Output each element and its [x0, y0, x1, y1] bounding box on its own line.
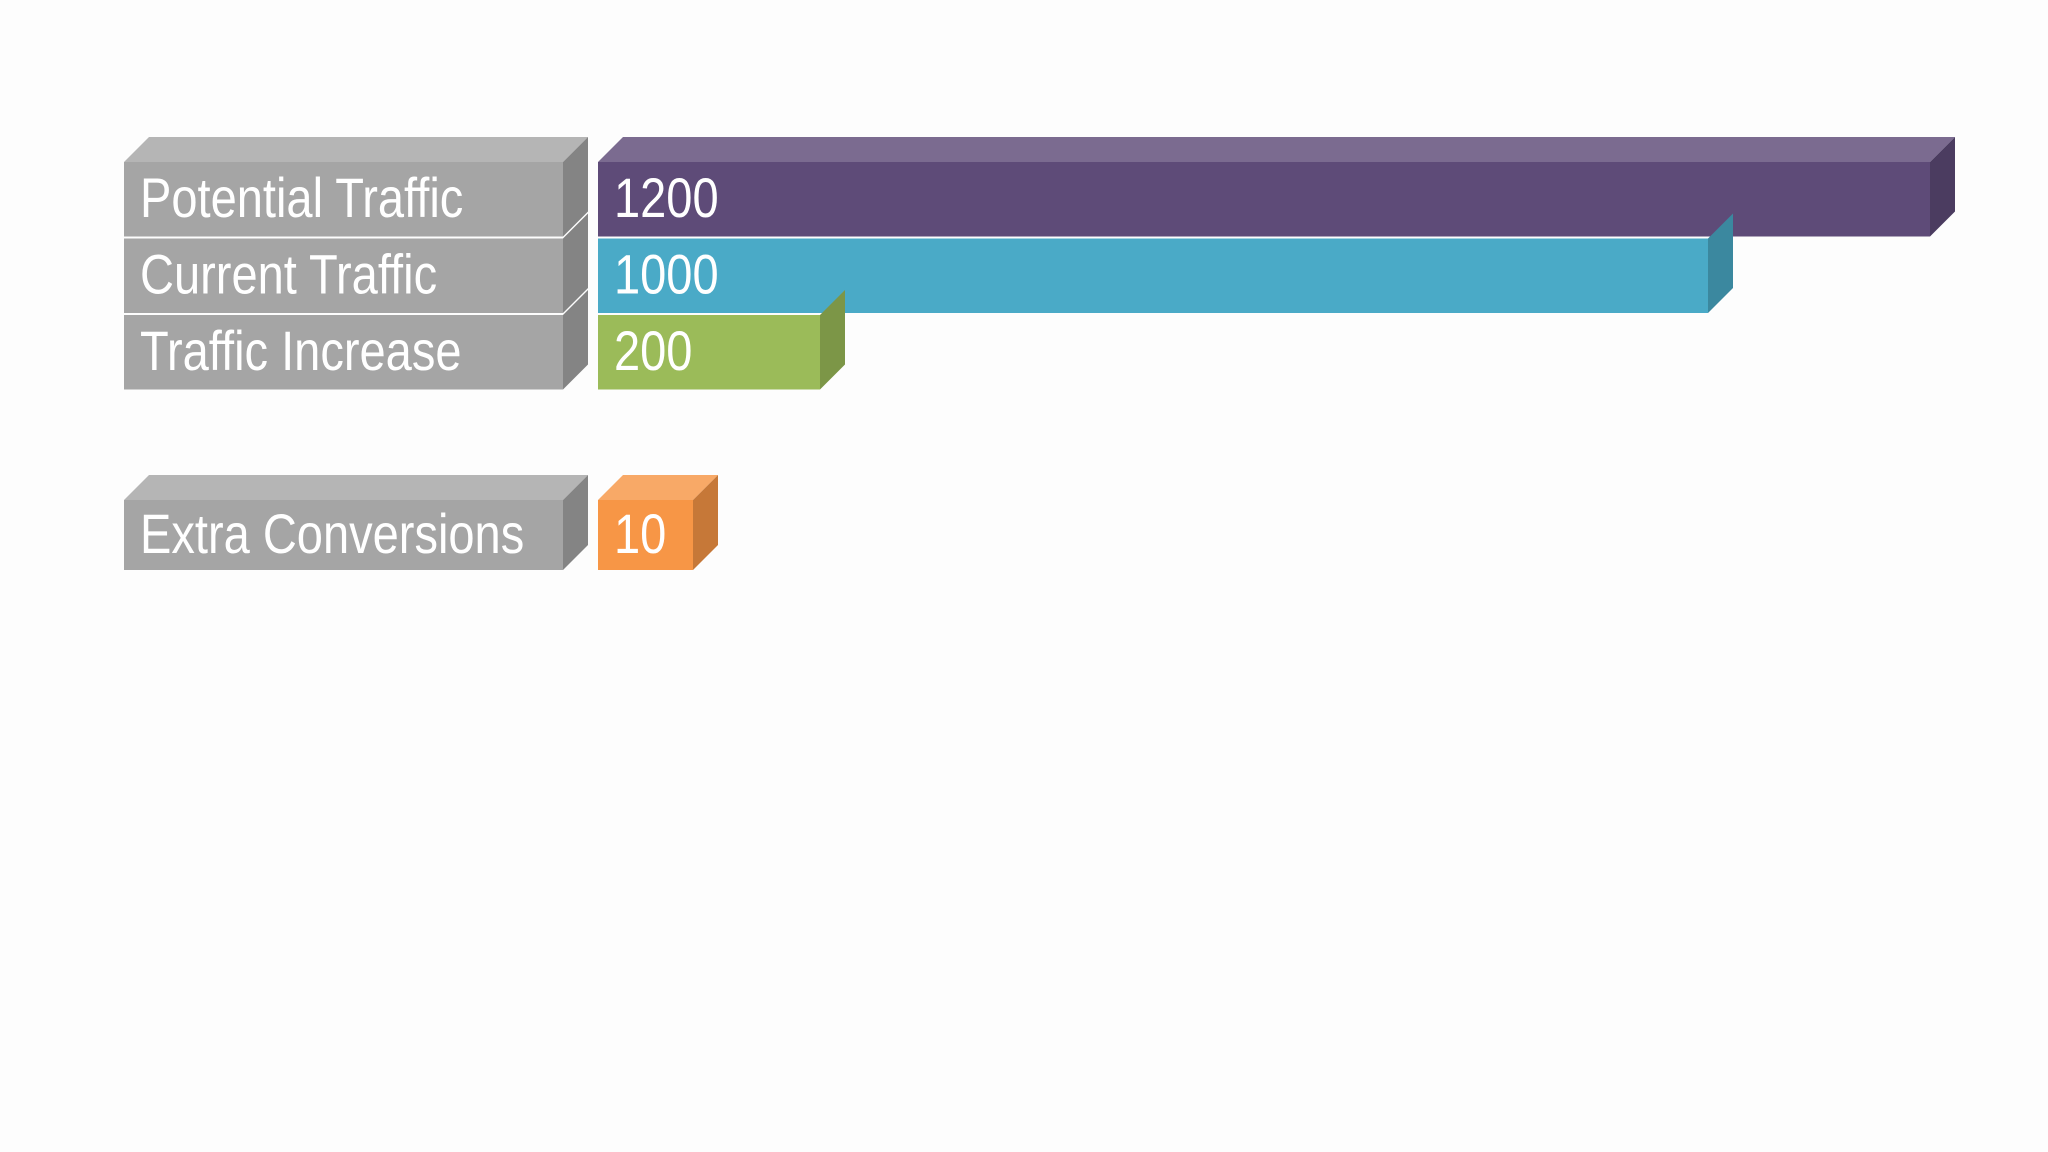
- label-box-side: [563, 137, 588, 237]
- label-box: [124, 315, 563, 390]
- bar-top: [598, 137, 1955, 162]
- bar: [598, 162, 1930, 237]
- bar: [598, 500, 693, 570]
- value-label: 1000: [614, 243, 719, 306]
- label-box: [124, 238, 563, 313]
- bar: [598, 238, 1708, 313]
- label-box: [124, 162, 563, 237]
- value-label: 1200: [614, 166, 719, 229]
- value-label: 200: [614, 319, 692, 382]
- category-label: Extra Conversions: [140, 502, 524, 565]
- label-box-side: [563, 213, 588, 313]
- bar: [598, 315, 820, 390]
- bar-side: [1930, 137, 1955, 237]
- category-label: Traffic Increase: [140, 319, 462, 382]
- bar-top: [598, 475, 718, 500]
- bar-side: [820, 290, 845, 390]
- label-box-side: [563, 475, 588, 570]
- label-box-top: [124, 475, 588, 500]
- bar-side: [693, 475, 718, 570]
- category-label: Current Traffic: [140, 243, 437, 306]
- category-label: Potential Traffic: [140, 166, 463, 229]
- value-label: 10: [614, 502, 666, 565]
- label-box-top: [124, 137, 588, 162]
- bar-side: [1708, 213, 1733, 313]
- label-box-side: [563, 290, 588, 390]
- label-box: [124, 500, 563, 570]
